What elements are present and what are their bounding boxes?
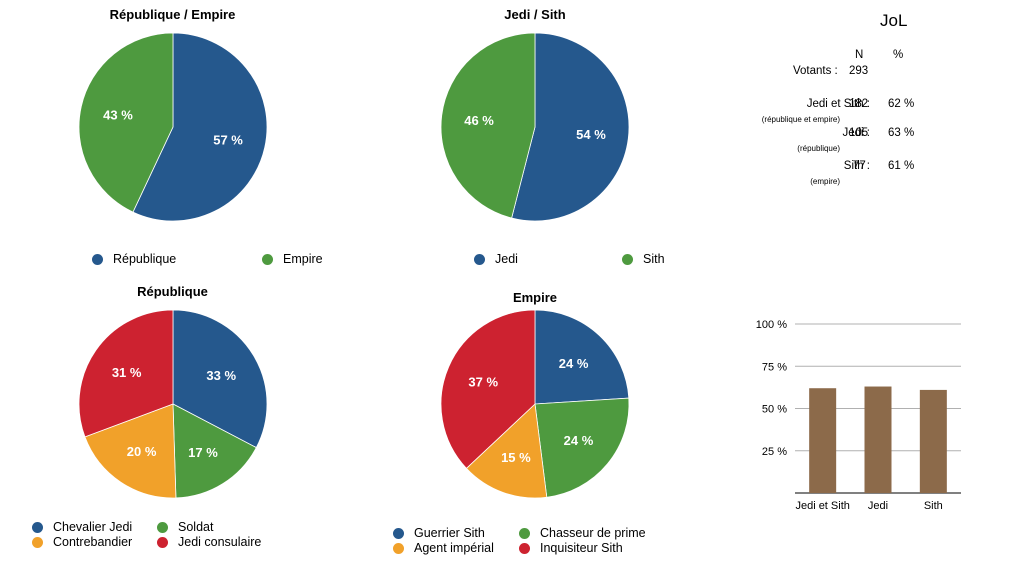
y-tick-label: 50 % bbox=[762, 404, 787, 416]
stats-row-label: Jedi : bbox=[842, 127, 871, 139]
pie-slice-label: 54 % bbox=[576, 127, 606, 142]
legend-label: République bbox=[113, 252, 177, 266]
pie-slice bbox=[534, 309, 630, 405]
pie-slice bbox=[465, 403, 548, 499]
legend-label: Jedi bbox=[495, 252, 518, 266]
legend-item: Inquisiteur Sith bbox=[519, 541, 623, 555]
stats-row-pct: 62 % bbox=[888, 98, 915, 110]
pie-slice bbox=[511, 32, 630, 222]
x-tick-label: Jedi et Sith bbox=[795, 500, 849, 512]
pie-chart-republique: 33 % 17 % 20 % 31 % bbox=[78, 309, 268, 499]
stats-row-label: Jedi et Sith : bbox=[806, 98, 870, 110]
stats-row-n: 77 bbox=[853, 160, 866, 172]
stats-votants-n: 293 bbox=[849, 65, 869, 77]
legend-item: Chevalier Jedi bbox=[32, 520, 132, 534]
pie-slice bbox=[172, 403, 257, 499]
legend-item: Guerrier Sith bbox=[393, 526, 485, 540]
pie2-title: Jedi / Sith bbox=[504, 7, 566, 22]
legend-label: Empire bbox=[283, 252, 323, 266]
stats-row-n: 182 bbox=[849, 98, 869, 110]
legend-item: Agent impérial bbox=[393, 541, 494, 555]
bar bbox=[809, 388, 837, 493]
legend-label: Soldat bbox=[178, 520, 214, 534]
stats-col-n: N bbox=[855, 49, 864, 61]
pie-slice bbox=[534, 397, 630, 498]
pie-slice-label: 46 % bbox=[464, 113, 494, 128]
legend-item: Chasseur de prime bbox=[519, 526, 646, 540]
legend-label: Guerrier Sith bbox=[414, 526, 485, 540]
pie-slice bbox=[440, 32, 536, 219]
bar bbox=[919, 389, 947, 493]
pie-chart-jedi-sith: 54 % 46 % bbox=[440, 32, 630, 222]
legend-item: Sith bbox=[622, 252, 665, 266]
legend-item: Contrebandier bbox=[32, 535, 132, 549]
pie3-title: République bbox=[137, 284, 208, 299]
legend-item: Jedi consulaire bbox=[157, 535, 261, 549]
x-tick-label: Sith bbox=[924, 500, 943, 512]
legend-swatch bbox=[393, 542, 404, 554]
y-tick-label: 75 % bbox=[762, 361, 787, 373]
stats-row-sub: (république) bbox=[797, 144, 840, 153]
legend-label: Chasseur de prime bbox=[540, 526, 646, 540]
pie-slice-label: 31 % bbox=[112, 365, 142, 380]
legend-label: Agent impérial bbox=[414, 541, 494, 555]
legend-swatch bbox=[519, 527, 530, 539]
pie-chart-empire: 24 % 24 % 15 % 37 % bbox=[440, 309, 630, 499]
stats-row-pct: 63 % bbox=[888, 127, 915, 139]
stats-row-sub: (république et empire) bbox=[761, 115, 840, 124]
pie-slice-label: 24 % bbox=[559, 356, 589, 371]
legend-item: Empire bbox=[262, 252, 323, 266]
pie-slice bbox=[172, 309, 268, 449]
legend-swatch bbox=[32, 536, 43, 548]
stats-panel: JoL N % Votants : 293 Jedi et Sith : (ré… bbox=[0, 0, 1012, 200]
pie-slice-label: 57 % bbox=[213, 132, 243, 147]
legend-swatch bbox=[262, 253, 273, 265]
pie-slice-label: 20 % bbox=[127, 444, 157, 459]
x-tick-label: Jedi bbox=[868, 500, 888, 512]
legend-label: Contrebandier bbox=[53, 535, 133, 549]
stats-row-n: 105 bbox=[849, 127, 869, 139]
legend-swatch bbox=[92, 253, 103, 265]
pie-slice bbox=[440, 309, 536, 469]
legend-label: Sith bbox=[643, 252, 665, 266]
stats-title: JoL bbox=[880, 11, 908, 30]
legend-swatch bbox=[157, 536, 168, 548]
legend-label: Jedi consulaire bbox=[178, 535, 262, 549]
legend-swatch bbox=[519, 542, 530, 554]
bar bbox=[864, 386, 892, 493]
stats-col-pct: % bbox=[893, 49, 904, 61]
pie-slice-label: 15 % bbox=[501, 450, 531, 465]
legend-swatch bbox=[622, 253, 633, 265]
pie-slice-label: 43 % bbox=[103, 108, 133, 123]
stats-row-label: Sith : bbox=[843, 160, 870, 172]
pie-slice bbox=[132, 32, 268, 222]
pie-slice-label: 24 % bbox=[564, 433, 594, 448]
legend-label: Chevalier Jedi bbox=[53, 520, 133, 534]
stats-votants-label: Votants : bbox=[793, 65, 838, 77]
legend-swatch bbox=[393, 527, 404, 539]
legend-swatch bbox=[32, 521, 43, 533]
legend-swatch bbox=[474, 253, 485, 265]
pie1-title: République / Empire bbox=[109, 7, 236, 22]
pie-slice-label: 37 % bbox=[468, 375, 498, 390]
stats-row-sub: (empire) bbox=[810, 177, 840, 186]
legend-item: République bbox=[92, 252, 176, 266]
bar-chart-percentages: 25 % 50 % 75 % 100 % Jedi et Sith Jedi Sith bbox=[756, 319, 961, 512]
pie-chart-republique-empire: 57 % 43 % bbox=[78, 32, 268, 222]
legend-item: Jedi bbox=[474, 252, 518, 266]
y-tick-label: 100 % bbox=[756, 319, 787, 331]
pie-slice bbox=[84, 403, 177, 499]
stats-row-pct: 61 % bbox=[888, 160, 915, 172]
legend-label: Inquisiteur Sith bbox=[540, 541, 623, 555]
y-tick-label: 25 % bbox=[762, 446, 787, 458]
pie-slice-label: 33 % bbox=[206, 368, 236, 383]
legend-item: Soldat bbox=[157, 520, 213, 534]
pie-slice-label: 17 % bbox=[188, 445, 218, 460]
legend-swatch bbox=[157, 521, 168, 533]
pie-slice bbox=[78, 32, 174, 213]
pie4-title: Empire bbox=[512, 290, 558, 305]
pie-slice bbox=[78, 309, 174, 438]
